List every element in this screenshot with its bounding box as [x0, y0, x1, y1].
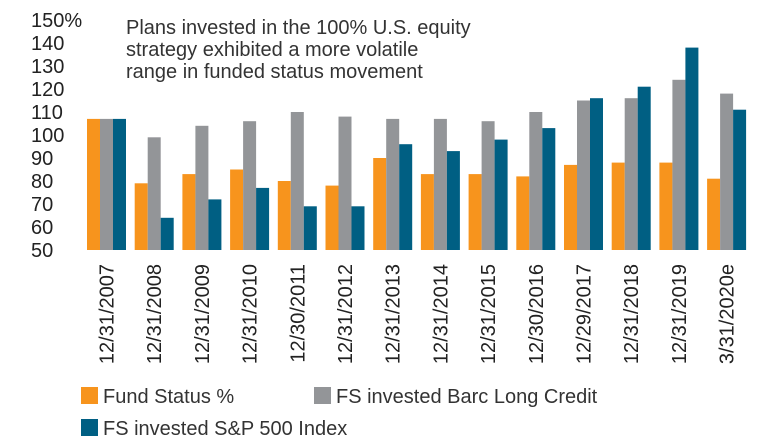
bar-series-1	[230, 169, 244, 250]
x-tick-label: 12/31/2013	[383, 264, 405, 364]
bar-series-3	[208, 199, 222, 250]
legend-label-fund-status: Fund Status %	[103, 386, 234, 408]
bar-series-3	[637, 86, 651, 250]
bar-series-3	[303, 206, 317, 250]
bar-series-1	[611, 162, 625, 250]
bar-series-2	[195, 125, 209, 250]
y-tick-label: 150%	[31, 10, 82, 32]
bar-series-1	[325, 185, 339, 250]
bar-series-2	[529, 112, 543, 250]
chart-annotation: Plans invested in the 100% U.S. equity s…	[126, 17, 471, 83]
x-tick-label: 12/30/2016	[526, 264, 548, 364]
bar-series-2	[577, 100, 590, 250]
bar-series-2	[338, 116, 352, 250]
bar-series-2	[624, 98, 638, 250]
x-tick-label: 12/31/2019	[669, 264, 691, 364]
x-tick-label: 12/31/2018	[621, 264, 643, 364]
bar-series-1	[468, 174, 482, 250]
bar-series-1	[182, 174, 196, 250]
bar-series-2	[290, 112, 304, 250]
bar-series-1	[516, 176, 530, 250]
bar-series-2	[100, 118, 113, 251]
bar-series-2	[147, 137, 161, 250]
bar-series-3	[494, 139, 508, 250]
x-tick-label: 12/31/2009	[192, 264, 214, 364]
bar-series-3	[351, 206, 365, 250]
x-tick-label: 12/29/2017	[574, 264, 596, 364]
annotation-line-2: strategy exhibited a more volatile	[126, 39, 418, 61]
bar-series-2	[243, 121, 257, 250]
annotation-line-1: Plans invested in the 100% U.S. equity	[126, 17, 471, 39]
bar-series-1	[707, 178, 721, 250]
bar-series-2	[720, 93, 734, 250]
x-tick-label: 12/31/2008	[144, 264, 166, 364]
bar-series-2	[386, 118, 400, 251]
bar-series-2	[433, 118, 447, 251]
bars	[87, 47, 747, 251]
legend-swatch-barc-long-credit	[314, 387, 331, 404]
bar-series-1	[134, 183, 148, 250]
bar-series-3	[399, 144, 413, 250]
bar-series-2	[481, 121, 495, 250]
y-tick-label: 90	[31, 148, 53, 170]
x-tick-label: 3/31/2020e	[717, 264, 739, 364]
y-tick-label: 110	[31, 102, 63, 124]
x-tick-label: 12/30/2011	[287, 264, 309, 363]
bar-series-3	[733, 109, 747, 250]
x-tick-label: 12/31/2015	[478, 264, 500, 364]
y-tick-label: 50	[31, 240, 53, 262]
bar-series-1	[564, 164, 577, 250]
bar-series-3	[446, 151, 460, 250]
legend-label-barc-long-credit: FS invested Barc Long Credit	[336, 386, 598, 408]
x-axis: 12/31/2007 12/31/2008 12/31/2009 12/31/2010…	[97, 264, 739, 364]
y-tick-label: 80	[31, 171, 53, 193]
bar-series-2	[672, 79, 686, 250]
legend: Fund Status % FS invested Barc Long Cred…	[81, 386, 598, 440]
annotation-line-3: range in funded status movement	[126, 61, 423, 83]
x-tick-label: 12/31/2012	[335, 264, 357, 364]
legend-swatch-sp500	[81, 419, 98, 436]
x-tick-label: 12/31/2010	[240, 264, 262, 364]
bar-series-3	[590, 98, 603, 250]
bar-series-3	[256, 187, 270, 250]
legend-label-sp500: FS invested S&P 500 Index	[103, 418, 347, 440]
y-tick-label: 60	[31, 217, 53, 239]
legend-swatch-fund-status	[81, 387, 98, 404]
bar-series-1	[277, 181, 291, 250]
bar-series-1	[420, 174, 434, 250]
y-tick-label: 70	[31, 194, 53, 216]
bar-series-3	[160, 217, 174, 250]
bar-series-1	[659, 162, 673, 250]
y-tick-label: 130	[31, 56, 64, 78]
bar-series-3	[542, 128, 556, 250]
bar-series-3	[113, 118, 126, 251]
x-tick-label: 12/31/2007	[97, 264, 119, 364]
bar-series-3	[685, 47, 699, 250]
bar-series-1	[373, 158, 387, 250]
y-tick-label: 140	[31, 33, 64, 55]
y-tick-label: 120	[31, 79, 64, 101]
x-tick-label: 12/31/2014	[430, 264, 452, 364]
y-tick-label: 100	[31, 125, 64, 147]
bar-series-1	[87, 118, 100, 251]
